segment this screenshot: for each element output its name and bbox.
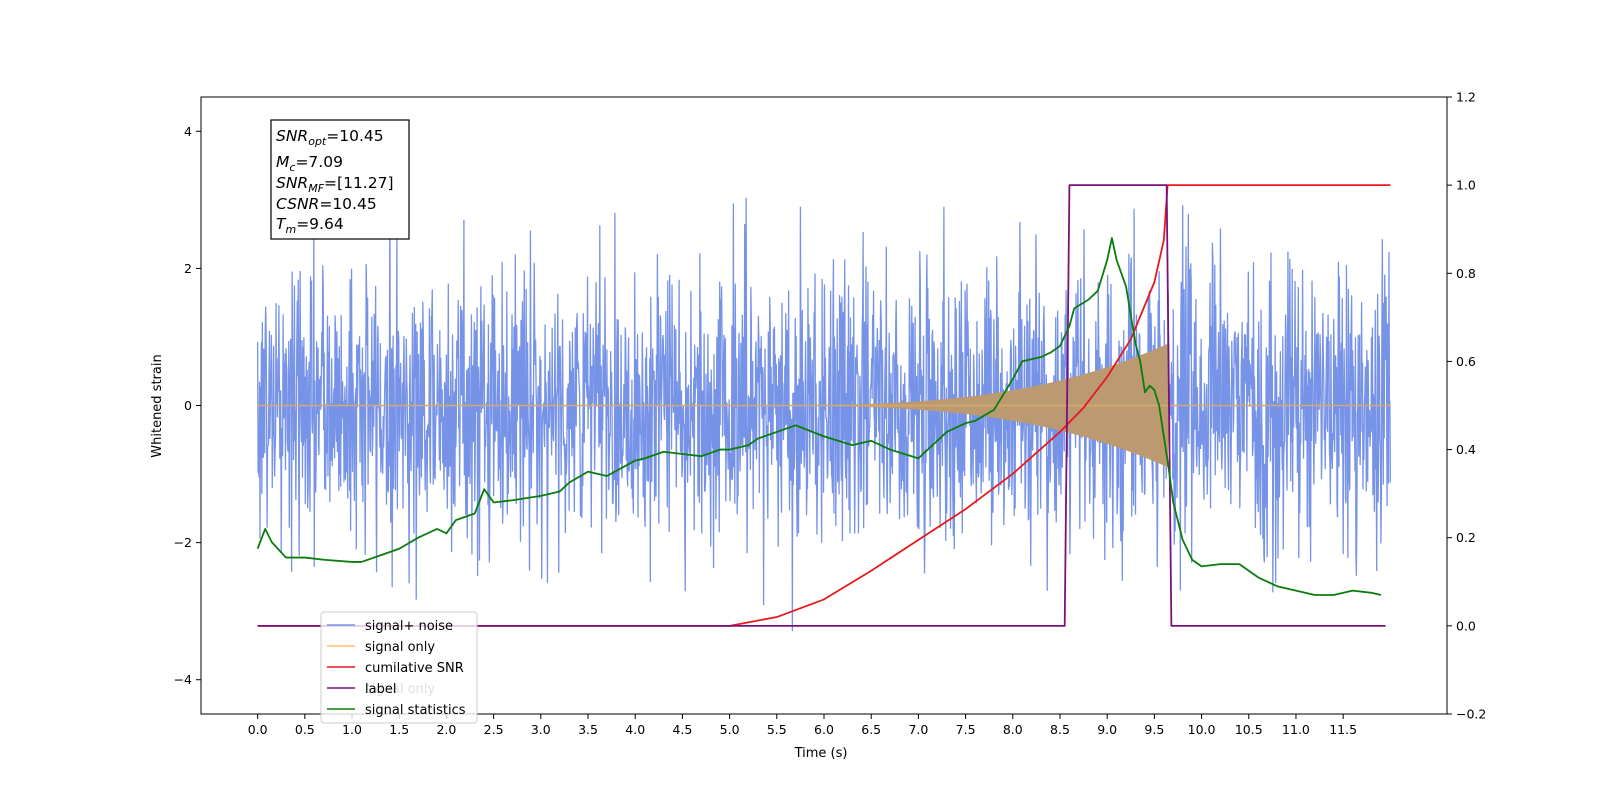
- y-tick-label: −2: [174, 535, 192, 550]
- x-tick-label: 11.5: [1329, 722, 1357, 737]
- x-tick-label: 10.5: [1235, 722, 1263, 737]
- stats-snr-opt-sub: opt: [308, 135, 327, 148]
- legend-label-signal-only: signal only: [365, 640, 435, 655]
- y2-tick-label: −0.2: [1456, 707, 1486, 722]
- x-tick-label: 11.0: [1282, 722, 1310, 737]
- legend-label-signal-only-faded: signal only: [365, 682, 435, 697]
- y2-tick-label: 1.0: [1456, 178, 1476, 193]
- signal-only-series: [257, 343, 1391, 468]
- y-tick-label: 4: [184, 124, 192, 139]
- cumulative-snr-line: [257, 184, 1391, 627]
- x-tick-label: 1.5: [389, 722, 409, 737]
- stats-snr-mf-value: =[11.27]: [324, 174, 393, 192]
- signal-plus-noise-line: [256, 184, 1392, 632]
- legend-box: [320, 611, 478, 724]
- legend-label-signal-plus-noise: signal+ noise: [365, 619, 453, 634]
- x-tick-label: 4.5: [672, 722, 692, 737]
- y-tick-label: −4: [174, 672, 192, 687]
- x-tick-label: 2.5: [484, 722, 504, 737]
- x-tick-label: 1.0: [342, 722, 362, 737]
- y2-axis-ticks: −0.2 0.0 0.2 0.4 0.6 0.8 1.0 1.2: [1447, 90, 1486, 722]
- stats-chirp-mass-value: =7.09: [295, 153, 343, 171]
- stats-t-merge-sub: m: [285, 223, 296, 236]
- stats-chirp-mass-sub: c: [289, 161, 295, 174]
- stats-t-merge-base: T: [276, 215, 287, 233]
- stats-csnr-base: CSNR: [276, 195, 319, 213]
- x-tick-label: 6.0: [814, 722, 834, 737]
- svg-text:Mc=7.09: Mc=7.09: [276, 153, 343, 174]
- x-tick-label: 8.5: [1050, 722, 1070, 737]
- stats-box-border: [270, 119, 410, 240]
- stats-snr-opt-base: SNR: [276, 127, 308, 145]
- legend-label-signal-statistics: signal statistics: [365, 703, 466, 718]
- stats-box: SNRopt=10.45 Mc=7.09 SNRMF=[11.27] CSNR=…: [270, 119, 410, 240]
- label-line: [257, 184, 1386, 627]
- stats-snr-mf-sub: MF: [308, 182, 324, 195]
- x-tick-label: 7.5: [956, 722, 976, 737]
- x-tick-label: 8.0: [1003, 722, 1023, 737]
- y-axis-ticks: −4 −2 0 2 4: [174, 124, 201, 687]
- legend-label-label: label: [365, 682, 396, 697]
- y-axis-label: Whitened strain: [150, 354, 165, 457]
- signal-plus-noise-series: [256, 184, 1392, 632]
- stats-chirp-mass-base: M: [276, 153, 289, 171]
- svg-text:Tm=9.64: Tm=9.64: [276, 215, 344, 236]
- x-axis-ticks: 0.0 0.5 1.0 1.5 2.0 2.5 3.0 3.5 4.0 4.5 5.0 5.5 6.0 6…: [248, 714, 1357, 737]
- x-tick-label: 10.0: [1188, 722, 1216, 737]
- y-tick-label: 2: [184, 261, 192, 276]
- legend-label-cumulative-snr: cumilative SNR: [365, 661, 464, 676]
- legend: signal+ noise signal only cumilative SNR…: [320, 611, 478, 724]
- x-tick-label: 9.5: [1144, 722, 1164, 737]
- x-tick-label: 4.0: [625, 722, 645, 737]
- svg-text:SNRopt=10.45: SNRopt=10.45: [276, 127, 384, 148]
- x-tick-label: 5.5: [767, 722, 787, 737]
- x-tick-label: 9.0: [1097, 722, 1117, 737]
- x-tick-label: 5.0: [720, 722, 740, 737]
- y-tick-label: 0: [184, 398, 192, 413]
- x-tick-label: 0.5: [295, 722, 315, 737]
- x-tick-label: 2.0: [436, 722, 456, 737]
- y2-tick-label: 0.8: [1456, 266, 1476, 281]
- svg-text:SNRMF=[11.27]: SNRMF=[11.27]: [276, 174, 394, 195]
- x-axis-label: Time (s): [794, 746, 848, 761]
- x-tick-label: 3.0: [531, 722, 551, 737]
- stats-snr-opt-value: =10.45: [326, 127, 383, 145]
- y2-tick-label: 0.2: [1456, 530, 1476, 545]
- plot-area: [256, 184, 1392, 632]
- x-tick-label: 6.5: [861, 722, 881, 737]
- signal-statistics-line: [256, 237, 1382, 596]
- x-tick-label: 3.5: [578, 722, 598, 737]
- right-axis-series: [256, 184, 1391, 627]
- x-tick-label: 7.0: [908, 722, 928, 737]
- y2-tick-label: 1.2: [1456, 90, 1476, 105]
- stats-t-merge-value: =9.64: [296, 215, 344, 233]
- stats-snr-mf-base: SNR: [276, 174, 308, 192]
- svg-text:CSNR=10.45: CSNR=10.45: [276, 195, 377, 213]
- y2-tick-label: 0.6: [1456, 354, 1476, 369]
- y2-tick-label: 0.0: [1456, 618, 1476, 633]
- stats-csnr-value: =10.45: [319, 195, 376, 213]
- y2-tick-label: 0.4: [1456, 442, 1476, 457]
- x-tick-label: 0.0: [248, 722, 268, 737]
